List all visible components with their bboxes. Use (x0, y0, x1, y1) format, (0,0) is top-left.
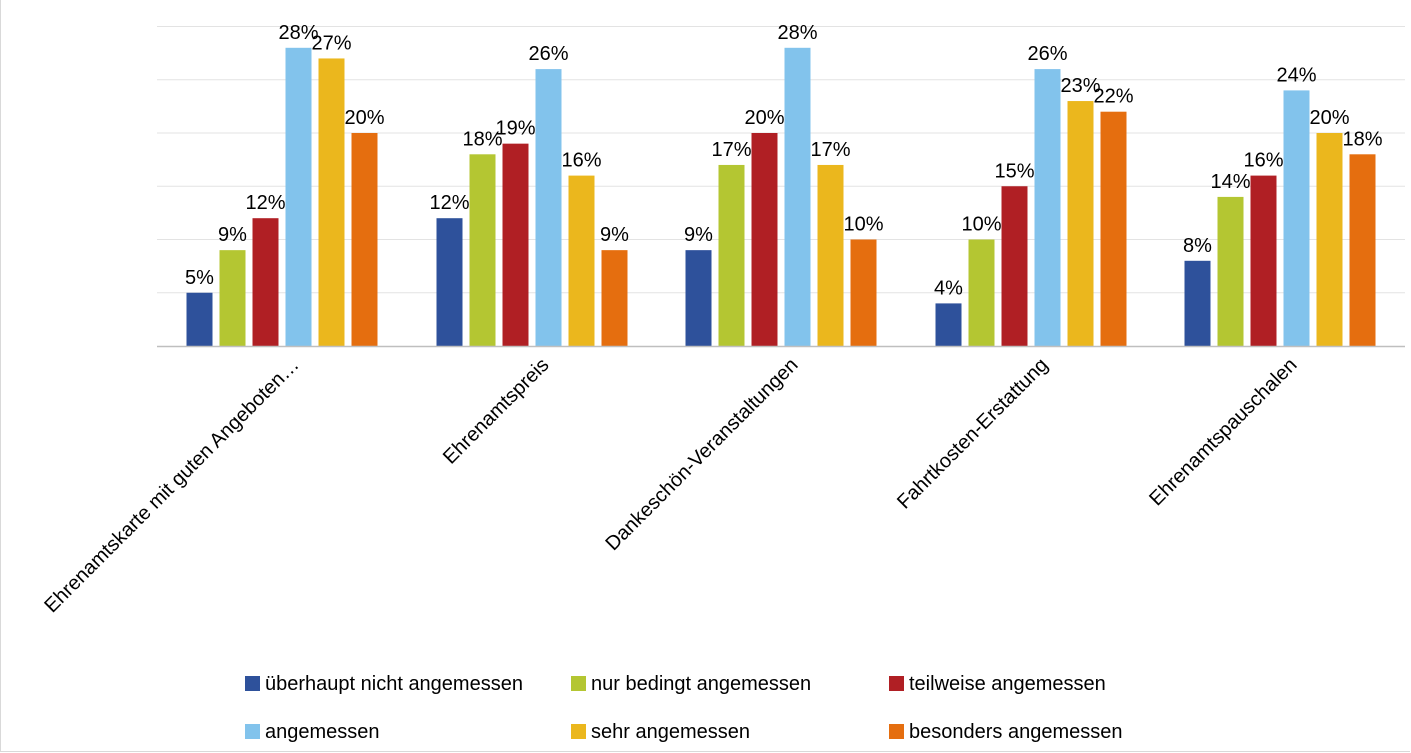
legend-item: sehr angemessen (571, 721, 750, 743)
data-label: 24% (1276, 64, 1316, 86)
legend-label: sehr angemessen (591, 721, 750, 743)
bar (1100, 111, 1127, 346)
data-label: 23% (1060, 75, 1100, 97)
bar (968, 239, 995, 346)
data-label: 16% (561, 150, 601, 172)
bar (318, 58, 345, 346)
data-label: 10% (843, 214, 883, 236)
legend-item: überhaupt nicht angemessen (245, 673, 523, 695)
bar (252, 218, 279, 346)
legend-swatch (889, 724, 904, 739)
data-label: 5% (185, 267, 214, 289)
data-label: 9% (684, 224, 713, 246)
data-label: 26% (1027, 43, 1067, 65)
data-label: 10% (961, 214, 1001, 236)
gridlines (157, 26, 1405, 294)
bar (568, 175, 595, 346)
data-label: 4% (934, 277, 963, 299)
bar (718, 164, 745, 346)
bars (186, 47, 1376, 347)
bar (535, 69, 562, 346)
legend-label: besonders angemessen (909, 721, 1122, 743)
data-label: 18% (462, 128, 502, 150)
legend-swatch (245, 676, 260, 691)
bar (469, 154, 496, 346)
legend-label: überhaupt nicht angemessen (265, 673, 523, 695)
data-label: 17% (711, 139, 751, 161)
bar (186, 292, 213, 346)
data-label: 27% (311, 32, 351, 54)
bar (351, 133, 378, 346)
data-label: 16% (1243, 150, 1283, 172)
bar (1316, 133, 1343, 346)
data-label: 15% (994, 160, 1034, 182)
legend-item: besonders angemessen (889, 721, 1122, 743)
data-label: 19% (495, 118, 535, 140)
x-axis: Ehrenamtskarte mit guten Angeboten… Ehren… (40, 345, 1405, 617)
bar (850, 239, 877, 346)
data-label: 9% (218, 224, 247, 246)
data-label: 9% (600, 224, 629, 246)
bar (1184, 260, 1211, 346)
bar (817, 164, 844, 346)
data-label: 22% (1093, 86, 1133, 108)
data-label: 26% (528, 43, 568, 65)
data-label: 28% (278, 22, 318, 44)
legend: überhaupt nicht angemessen nur bedingt an… (245, 673, 1122, 743)
legend-item: teilweise angemessen (889, 673, 1106, 695)
x-tick-label: Ehrenamtspreis (439, 354, 554, 469)
x-tick-label: Dankeschön-Veranstaltungen (601, 354, 802, 555)
legend-label: teilweise angemessen (909, 673, 1106, 695)
bar (436, 218, 463, 346)
data-label: 12% (245, 192, 285, 214)
bar (285, 47, 312, 347)
legend-swatch (571, 676, 586, 691)
legend-item: nur bedingt angemessen (571, 673, 811, 695)
bar (1217, 196, 1244, 346)
data-label: 17% (810, 139, 850, 161)
x-tick-label: Ehrenamtspauschalen (1145, 354, 1301, 510)
data-label: 8% (1183, 235, 1212, 257)
legend-label: nur bedingt angemessen (591, 673, 811, 695)
data-label: 28% (777, 22, 817, 44)
legend-swatch (889, 676, 904, 691)
bar (1250, 175, 1277, 346)
x-tick-label: Fahrtkosten-Erstattung (893, 354, 1052, 513)
bar (784, 47, 811, 347)
data-label: 12% (429, 192, 469, 214)
bar (219, 250, 246, 346)
bar (1034, 69, 1061, 346)
data-label: 20% (744, 107, 784, 129)
legend-swatch (571, 724, 586, 739)
bar (685, 250, 712, 346)
data-label: 20% (1309, 107, 1349, 129)
bar (935, 303, 962, 346)
legend-label: angemessen (265, 721, 380, 743)
legend-item: angemessen (245, 721, 380, 743)
data-labels: 5% 12% 9% 4% 8% 9% 18% 17% 10% 14% 12% 19% 20% 15% 16%… (185, 22, 1383, 300)
data-label: 14% (1210, 171, 1250, 193)
legend-swatch (245, 724, 260, 739)
bar (751, 133, 778, 346)
data-label: 20% (344, 107, 384, 129)
bar (1349, 154, 1376, 346)
x-tick-label: Ehrenamtskarte mit guten Angeboten… (40, 354, 303, 617)
bar (1001, 186, 1028, 346)
bar (1067, 101, 1094, 346)
data-label: 18% (1342, 128, 1382, 150)
bar (1283, 90, 1310, 347)
bar (502, 143, 529, 346)
bar (601, 250, 628, 346)
